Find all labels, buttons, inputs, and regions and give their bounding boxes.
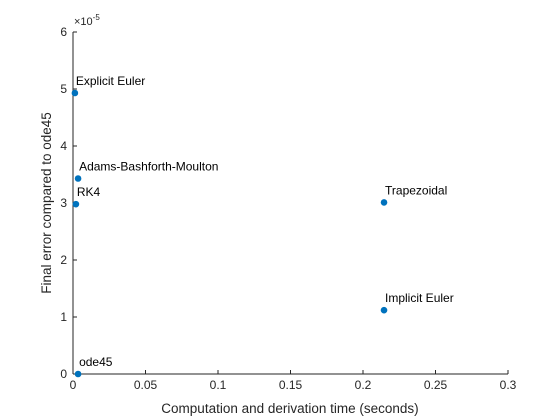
data-point <box>380 199 388 206</box>
y-tick-label: 1 <box>60 310 67 324</box>
data-point <box>380 306 388 314</box>
plot-background <box>73 32 508 374</box>
x-tick-label: 0.2 <box>355 378 372 392</box>
point-label: ode45 <box>79 355 113 369</box>
y-tick-label: 0 <box>60 367 67 381</box>
y-exponent-label: ×10-5 <box>74 13 100 28</box>
point-label: RK4 <box>77 185 101 199</box>
data-point <box>71 89 79 97</box>
x-tick-label: 0.1 <box>210 378 227 392</box>
y-axis-title: Final error compared to ode45 <box>39 112 54 294</box>
x-tick-label: 0.15 <box>279 378 303 392</box>
x-tick-label: 0.05 <box>134 378 158 392</box>
y-tick-label: 4 <box>60 139 67 153</box>
y-tick-label: 6 <box>60 25 67 39</box>
point-label: Implicit Euler <box>385 291 454 305</box>
x-axis-ticks: 0 0.05 0.1 0.15 0.2 0.25 0.3 <box>70 370 517 392</box>
x-axis-title: Computation and derivation time (seconds… <box>161 401 418 416</box>
x-tick-label: 0.25 <box>424 378 448 392</box>
data-points <box>71 89 388 378</box>
data-point <box>72 200 80 208</box>
y-tick-label: 3 <box>60 196 67 210</box>
y-exponent-power: -5 <box>93 13 101 22</box>
data-point <box>74 175 82 182</box>
data-point <box>74 370 82 378</box>
x-tick-label: 0.3 <box>500 378 517 392</box>
point-label: Adams-Bashforth-Moulton <box>79 159 218 173</box>
x-tick-label: 0 <box>70 378 77 392</box>
y-tick-label: 5 <box>60 82 67 96</box>
point-annotations: Explicit Euler Adams-Bashforth-Moulton RK4… <box>76 74 454 369</box>
point-label: Explicit Euler <box>76 74 145 88</box>
y-tick-label: 2 <box>60 253 67 267</box>
point-label: Trapezoidal <box>385 183 447 197</box>
